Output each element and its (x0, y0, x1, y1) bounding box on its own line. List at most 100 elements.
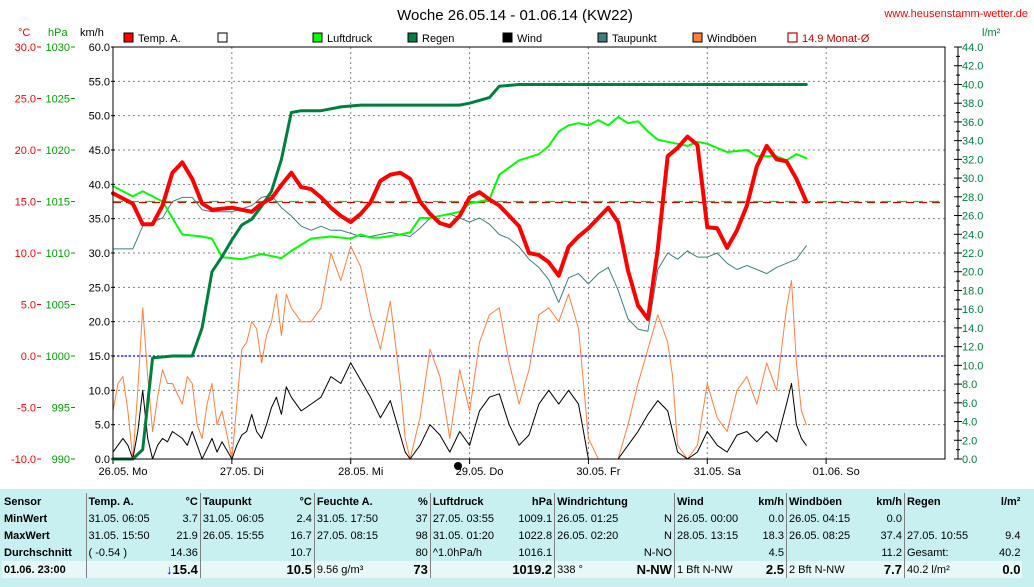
temp-tick-label: -5.0 (17, 403, 36, 415)
legend-label: Regen (422, 33, 454, 45)
unit-rain: l/m² (982, 27, 1001, 39)
hdr-press: Luftdruck (429, 493, 511, 510)
legend-label: Luftdruck (327, 33, 373, 45)
max-wind-date: 28.05. 13:15 (673, 527, 751, 544)
stats-current-row: 01.06. 23:00 ↓15.4 10.5 9.56 g/m³ 73 101… (2, 561, 1023, 578)
series-windb-en (112, 245, 807, 460)
max-dir-val: N (664, 529, 672, 542)
rain-tick-label: 0.0 (962, 454, 977, 466)
x-tick-label: 28.05. Mi (338, 466, 383, 478)
current-dir-val: N-NW (634, 561, 675, 578)
current-hum-val: 73 (394, 561, 431, 578)
temp-tick-label: 5.0 (21, 300, 36, 312)
hdr-dew-unit: °C (299, 495, 312, 508)
max-hum-val: 98 (415, 529, 428, 542)
wind-tick-label: 30.0 (89, 248, 110, 260)
rain-tick-label: 44.0 (962, 42, 983, 54)
wind-tick-label: 40.0 (89, 179, 110, 191)
min-dir-date: 26.05. 01:25 (554, 510, 635, 527)
wind-tick-label: 5.0 (95, 420, 110, 432)
hdr-dew: Taupunkt (199, 493, 279, 510)
max-temp-val: 21.9 (176, 529, 198, 542)
min-gust-date: 26.05. 04:15 (785, 510, 869, 527)
wind-tick-label: 45.0 (89, 145, 110, 157)
x-tick-label: 27.05. Di (220, 466, 264, 478)
series-layer (111, 83, 809, 461)
series-regen (111, 83, 808, 461)
pressure-tick-label: 990 (52, 454, 70, 466)
min-dew-val: 2.4 (296, 512, 312, 525)
pressure-tick-label: 1005 (46, 300, 70, 312)
legend-label: Temp. A. (138, 33, 181, 45)
avg-press-note: ^1.0hPa/h (429, 544, 511, 561)
legend-swatch-lime (312, 32, 323, 43)
rain-tick-label: 42.0 (962, 61, 983, 73)
hdr-gust-unit: km/h (876, 495, 902, 508)
max-dir-date: 26.05. 02:20 (554, 527, 635, 544)
rain-tick-label: 2.0 (962, 435, 977, 447)
rain-tick-label: 26.0 (962, 211, 983, 223)
avg-rain-val: 40.2 (999, 546, 1021, 559)
rain-tick-label: 16.0 (962, 304, 983, 316)
x-tick-label: 29.05. Do (456, 466, 504, 478)
avg-rain-label: Gesamt: (903, 544, 987, 561)
min-press-val: 1009.1 (518, 512, 553, 525)
series-wind (112, 362, 807, 460)
legend-label: 14.9 Monat-Ø (802, 33, 870, 45)
min-temp-val: 3.7 (182, 512, 198, 525)
series-temp-a- (111, 134, 809, 321)
max-wind-val: 18.3 (762, 529, 784, 542)
min-dir-val: N (664, 512, 672, 525)
avg-dew-val: 10.7 (290, 546, 312, 559)
stats-max-row: MaxWert 31.05. 15:50 21.9 26.05. 15:55 1… (2, 527, 1022, 544)
avg-gust-val: 11.2 (881, 546, 902, 559)
current-hum-note: 9.56 g/m³ (313, 561, 395, 578)
wind-tick-label: 25.0 (89, 282, 110, 294)
stats-avg-row: Durchschnitt ( -0.54 ) 14.36 10.7 80 ^1.… (2, 544, 1022, 561)
legend-swatch-white (217, 32, 228, 43)
current-gust-val: 7.7 (868, 561, 905, 578)
pressure-tick-label: 1010 (46, 248, 70, 260)
rain-tick-label: 18.0 (962, 285, 983, 297)
avg-label: Durchschnitt (4, 546, 72, 559)
current-temp: ↓15.4 (164, 561, 201, 578)
current-dir-deg: 338 ° (554, 561, 635, 578)
rain-tick-label: 24.0 (962, 229, 983, 241)
temp-tick-label: 25.0 (15, 94, 36, 106)
rain-tick-label: 38.0 (962, 98, 983, 110)
legend-label: Taupunkt (612, 33, 657, 45)
stats-header-row: Sensor Temp. A. °C Taupunkt °C Feuchte A… (2, 493, 1022, 510)
rain-tick-label: 14.0 (962, 323, 983, 335)
hdr-hum: Feuchte A. (313, 493, 395, 510)
temp-tick-label: 20.0 (15, 145, 36, 157)
min-rain-val (986, 510, 1022, 527)
min-wind-date: 26.05. 00:00 (673, 510, 751, 527)
min-temp-date: 31.05. 06:05 (85, 510, 164, 527)
down-arrow-icon: ↓ (166, 562, 173, 577)
hdr-rain-unit: l/m² (1000, 495, 1021, 508)
max-rain-val: 9.4 (1005, 529, 1021, 542)
current-rain-val: 0.0 (986, 561, 1023, 578)
current-temp-val: 15.4 (172, 562, 198, 577)
current-day-marker (454, 462, 462, 470)
temp-tick-label: -10.0 (11, 454, 36, 466)
grid (113, 47, 945, 459)
min-rain-date (903, 510, 987, 527)
wind-tick-label: 10.0 (89, 385, 110, 397)
temp-tick-label: 10.0 (15, 248, 36, 260)
rain-tick-label: 10.0 (962, 360, 983, 372)
site-name[interactable]: www.heusenstamm-wetter.de (883, 8, 1028, 20)
min-label: MinWert (4, 512, 48, 525)
legend-swatch-red (123, 32, 134, 43)
hdr-dir: Windrichtung (554, 493, 675, 510)
rain-tick-label: 34.0 (962, 136, 983, 148)
max-label: MaxWert (4, 529, 50, 542)
rain-tick-label: 8.0 (962, 379, 977, 391)
avg-dir-val: N-NO (643, 546, 672, 559)
x-tick-label: 30.05. Fr (576, 466, 620, 478)
avg-temp-val: 14.36 (170, 546, 198, 559)
rain-tick-label: 40.0 (962, 79, 983, 91)
pressure-tick-label: 1000 (46, 351, 70, 363)
series-luftdruck (112, 116, 808, 261)
avg-temp-note: ( -0.54 ) (85, 544, 164, 561)
